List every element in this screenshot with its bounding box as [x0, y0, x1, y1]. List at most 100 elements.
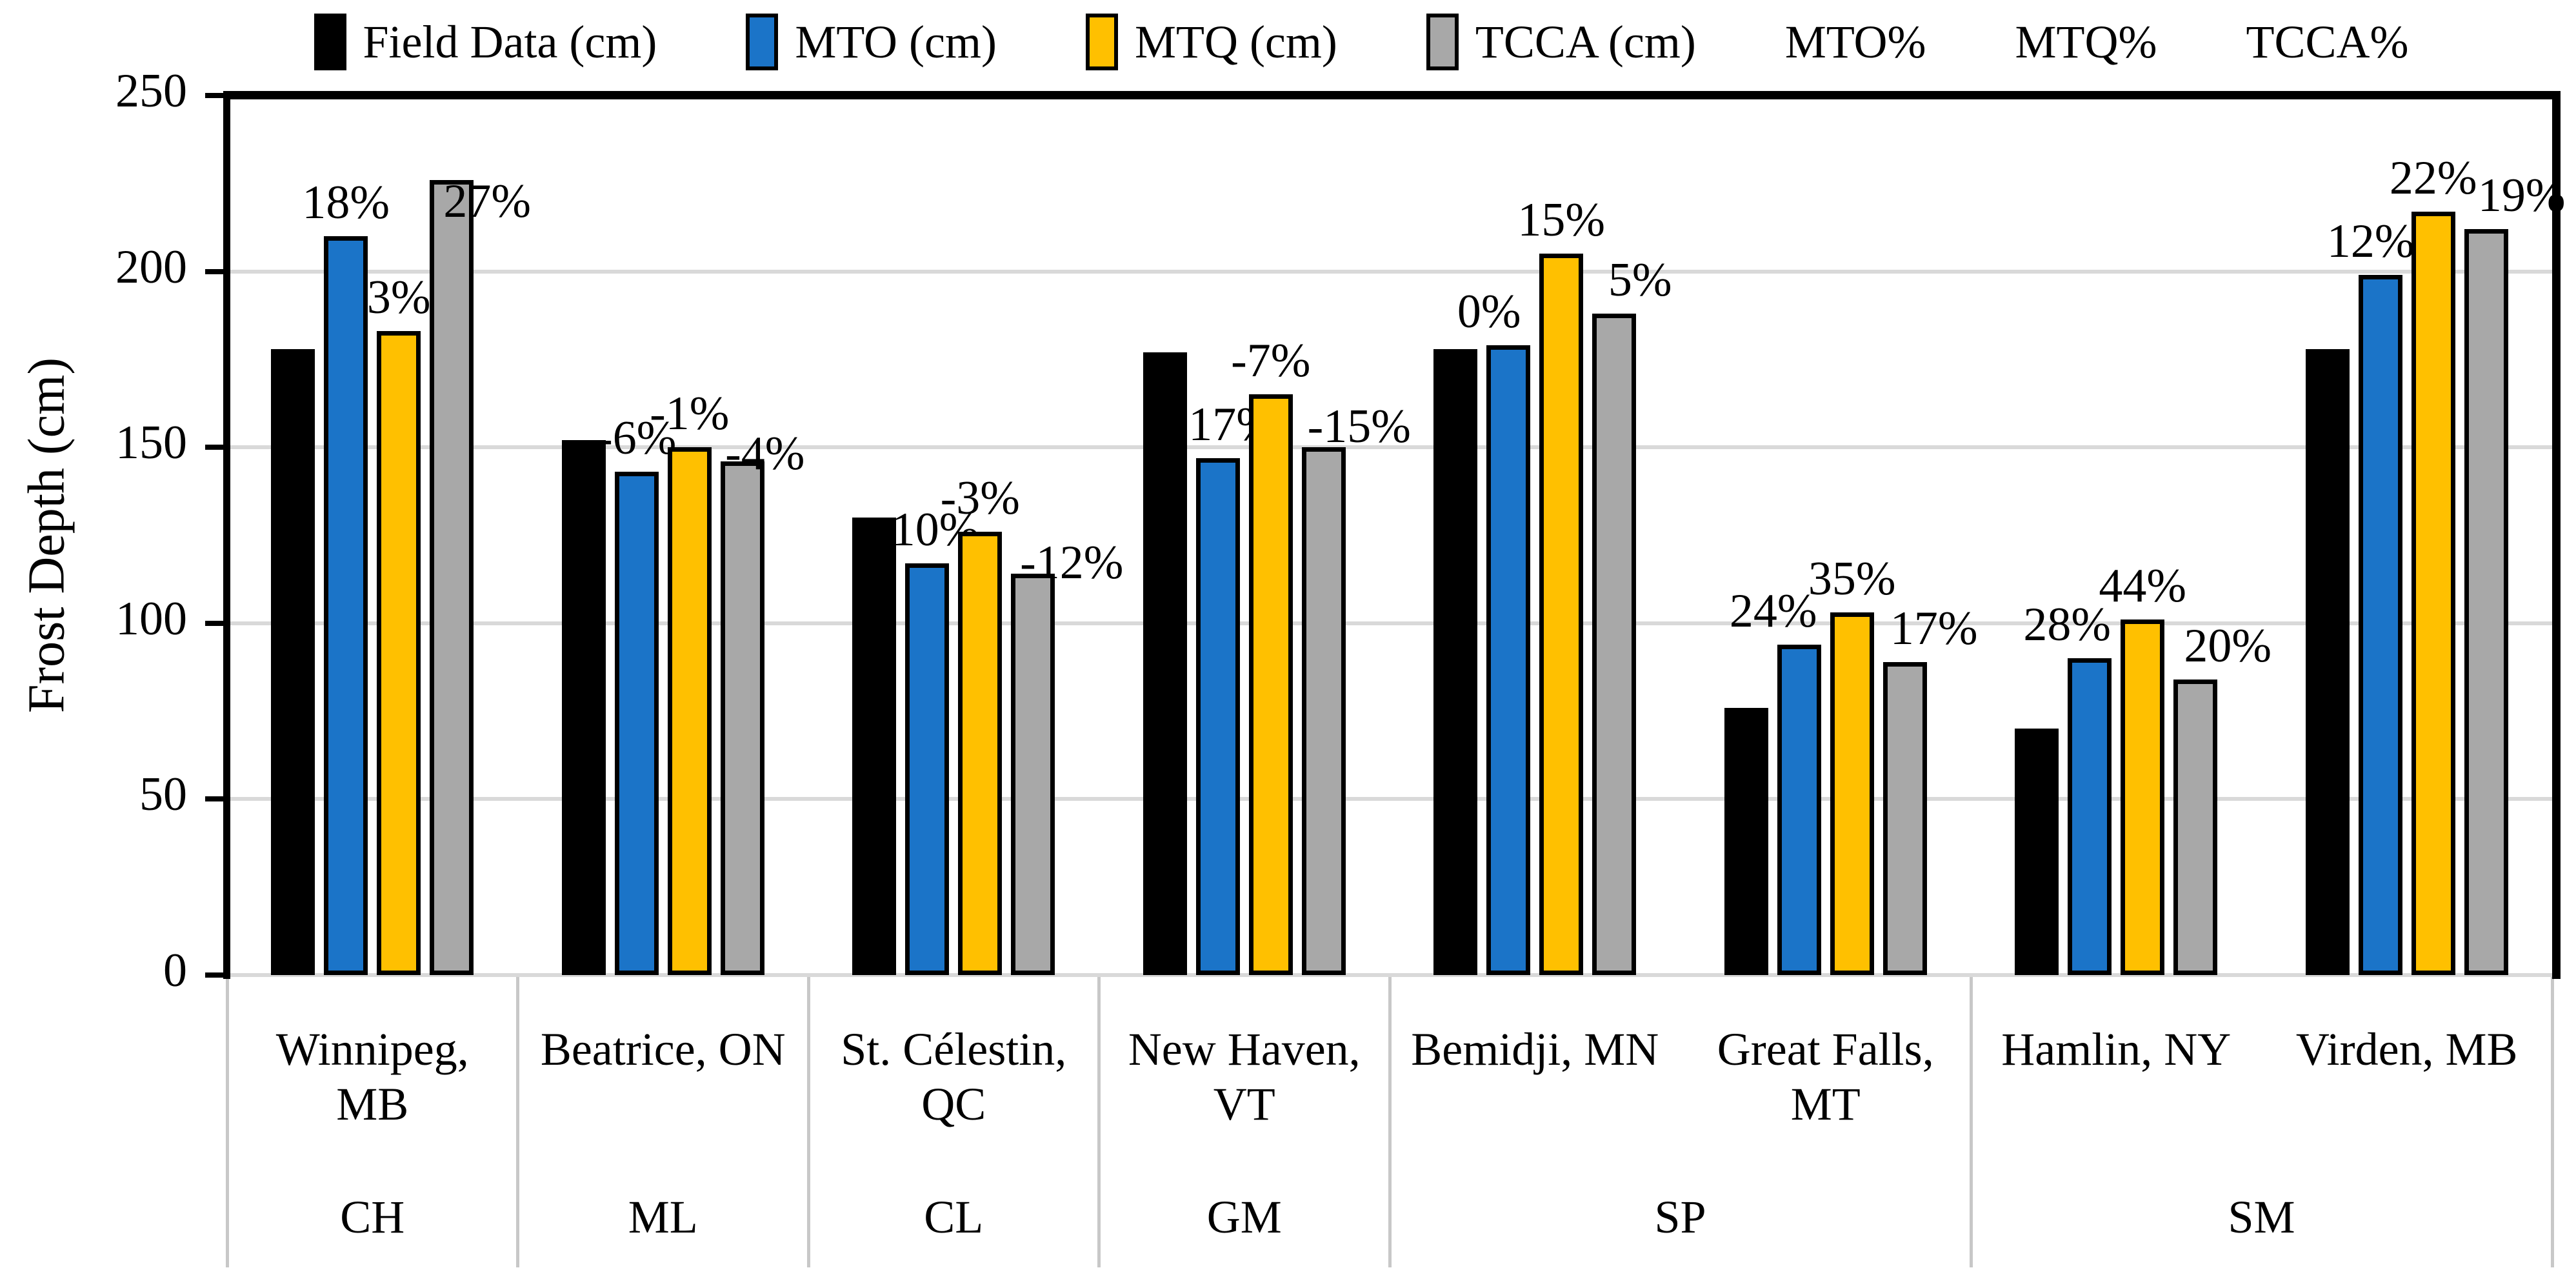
- bar-mtocm-2: [905, 563, 950, 975]
- x-category-label: Winnipeg, MB: [227, 1022, 518, 1132]
- bar-percent-label: 19%: [2477, 169, 2566, 223]
- gridline-200: [227, 269, 2552, 274]
- bar-mtocm-5: [1777, 644, 1821, 975]
- legend-label: TCCA (cm): [1475, 15, 1696, 68]
- y-tick-mark: [205, 445, 227, 450]
- bar-fielddatacm-0: [271, 348, 315, 975]
- legend-label: MTQ (cm): [1134, 15, 1337, 68]
- legend-swatch-icon: [314, 14, 346, 70]
- bar-mtocm-4: [1486, 345, 1531, 975]
- bar-percent-label: 0%: [1457, 285, 1521, 339]
- x-category-label-line: Great Falls,: [1717, 1023, 1934, 1075]
- bar-tccacm-6: [2173, 680, 2218, 975]
- bar-tccacm-4: [1592, 314, 1637, 975]
- chart-legend: Field Data (cm) MTO (cm) MTQ (cm) TCCA (cm)…: [168, 6, 2555, 77]
- bar-tccacm-5: [1882, 661, 1927, 975]
- bar-fielddatacm-4: [1433, 348, 1478, 975]
- y-tick-label: 0: [163, 944, 187, 997]
- bar-mtocm-3: [1195, 458, 1240, 975]
- bar-tccacm-0: [430, 179, 474, 975]
- bar-percent-label: -15%: [1307, 400, 1411, 454]
- bar-percent-label: 15%: [1517, 194, 1606, 247]
- bar-percent-label: -3%: [940, 472, 1020, 525]
- gridline-100: [227, 621, 2552, 625]
- y-tick-label: 100: [115, 592, 187, 645]
- y-tick-label: 150: [115, 416, 187, 470]
- x-category-label-line: Hamlin, NY: [2001, 1023, 2232, 1075]
- x-category-label-line: New Haven,: [1128, 1023, 1361, 1075]
- bar-fielddatacm-2: [852, 518, 897, 975]
- bar-percent-label: -12%: [1020, 536, 1124, 590]
- x-group-code-label: SM: [2228, 1191, 2295, 1243]
- x-category-label-line: VT: [1213, 1078, 1275, 1130]
- bar-percent-label: 3%: [366, 271, 431, 325]
- bar-percent-label: 18%: [302, 176, 390, 230]
- x-category-label-line: Bemidji, MN: [1411, 1023, 1659, 1075]
- y-tick-mark: [205, 620, 227, 626]
- bar-mtqcm-3: [1248, 394, 1293, 975]
- x-category-label-line: Winnipeg,: [275, 1023, 469, 1075]
- bar-tccacm-2: [1011, 574, 1055, 975]
- bar-tccacm-1: [720, 461, 764, 975]
- bar-percent-label: -1%: [650, 387, 730, 441]
- legend-swatch-icon: [1085, 14, 1118, 70]
- bar-percent-label: 35%: [1808, 552, 1896, 606]
- bar-percent-label: 44%: [2099, 559, 2187, 613]
- bar-percent-label: 27%: [443, 174, 532, 228]
- x-category-label-line: Beatrice, ON: [540, 1023, 786, 1075]
- legend-item: TCCA%: [2246, 15, 2409, 69]
- bar-tccacm-7: [2464, 229, 2508, 975]
- bar-mtqcm-4: [1539, 254, 1584, 975]
- category-divider: [225, 977, 229, 1267]
- bar-mtqcm-0: [377, 331, 421, 975]
- bar-tccacm-3: [1301, 447, 1346, 975]
- bar-percent-label: 20%: [2184, 619, 2272, 673]
- bar-mtocm-6: [2068, 658, 2112, 975]
- x-category-label-line: St. Célestin,: [841, 1023, 1067, 1075]
- bar-fielddatacm-1: [561, 440, 606, 975]
- bar-mtocm-0: [324, 236, 368, 975]
- bar-percent-label: 17%: [1890, 601, 1978, 655]
- x-group-code-label: GM: [1206, 1191, 1282, 1243]
- plot-right-border: [2552, 91, 2561, 979]
- y-tick-mark: [205, 972, 227, 978]
- bar-percent-label: -4%: [725, 427, 805, 480]
- bar-mtqcm-2: [958, 532, 1003, 975]
- category-divider: [806, 977, 810, 1267]
- plot-top-border: [223, 91, 2561, 99]
- legend-label: TCCA%: [2246, 15, 2409, 68]
- category-divider: [2550, 977, 2554, 1267]
- y-tick-label: 250: [115, 65, 187, 117]
- legend-swatch-icon: [1426, 14, 1459, 70]
- x-category-label-line: QC: [921, 1078, 986, 1130]
- y-tick-mark: [205, 796, 227, 802]
- bar-percent-label: 5%: [1608, 254, 1672, 307]
- bar-fielddatacm-3: [1143, 352, 1187, 975]
- x-category-label: St. Célestin, QC: [808, 1022, 1099, 1132]
- x-group-code-label: CL: [924, 1191, 984, 1243]
- bar-mtqcm-6: [2121, 619, 2165, 975]
- bar-percent-label: 12%: [2326, 215, 2415, 268]
- x-category-label-line: MT: [1790, 1078, 1861, 1130]
- bar-percent-label: 24%: [1729, 584, 1817, 638]
- x-category-label-line: MB: [336, 1078, 409, 1130]
- bar-fielddatacm-5: [1724, 707, 1768, 975]
- x-category-label: Bemidji, MN: [1390, 1022, 1681, 1077]
- gridline-50: [227, 797, 2552, 801]
- x-group-code-label: CH: [340, 1191, 405, 1243]
- x-category-label: Hamlin, NY: [1971, 1022, 2262, 1077]
- category-divider: [1969, 977, 1973, 1267]
- category-divider: [516, 977, 519, 1267]
- bar-percent-label: -7%: [1231, 334, 1311, 388]
- bar-mtqcm-5: [1830, 612, 1874, 975]
- x-category-label-line: Virden, MB: [2295, 1023, 2518, 1075]
- y-axis-line: [223, 91, 230, 979]
- category-divider: [1388, 977, 1392, 1267]
- category-divider: [1097, 977, 1101, 1267]
- legend-item: MTO (cm): [746, 14, 997, 70]
- x-group-code-label: ML: [628, 1191, 698, 1243]
- legend-item: MTQ (cm): [1085, 14, 1337, 70]
- bar-percent-label: 28%: [2023, 598, 2112, 652]
- bar-mtqcm-7: [2411, 211, 2455, 975]
